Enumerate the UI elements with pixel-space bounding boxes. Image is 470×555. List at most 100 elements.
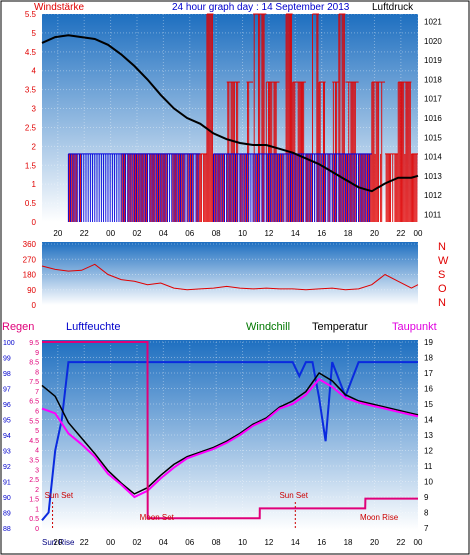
rain-tick-label: 3.5: [29, 457, 39, 464]
direction-tick-label: 360: [23, 240, 37, 249]
pressure-tick-label: 1011: [424, 210, 442, 219]
temperature-tick-label: 16: [424, 385, 433, 394]
x-tick-label: 16: [317, 229, 326, 238]
humidity-tick-label: 93: [3, 449, 11, 456]
wind-tick-label: 3.5: [25, 86, 37, 95]
rain-tick-label: 5.5: [29, 418, 39, 425]
humidity-tick-label: 96: [3, 402, 11, 409]
x-tick-label: 22: [396, 229, 405, 238]
x-tick-label: 04: [159, 538, 168, 547]
direction-tick-label: 180: [23, 271, 37, 280]
direction-tick-label: 90: [27, 286, 36, 295]
temperature-tick-label: 11: [424, 462, 433, 471]
sun-moon-annotations: Sun Set Moon Set Moon Rise Sun Set: [45, 491, 399, 528]
rain-tick-label: 4: [35, 448, 39, 455]
wind-tick-label: 4: [32, 67, 37, 76]
luftfeuchte-line: [41, 361, 418, 521]
temperature-tick-label: 9: [424, 493, 429, 502]
temperature-tick-label: 14: [424, 416, 433, 425]
wind-tick-label: 1: [32, 180, 37, 189]
compass-label: S: [438, 269, 445, 281]
x-tick-label: 10: [238, 538, 247, 547]
humidity-tick-label: 88: [3, 526, 11, 533]
wind-direction-panel: [42, 242, 418, 305]
rain-tick-label: 6: [35, 409, 39, 416]
x-tick-label: 18: [344, 229, 353, 238]
x-tick-label: 22: [396, 538, 405, 547]
wind-direction-axis-ticks: 360 270 180 90 0: [23, 240, 37, 310]
x-tick-label: 22: [80, 229, 89, 238]
rain-tick-label: 5: [35, 428, 39, 435]
pressure-tick-label: 1013: [424, 172, 442, 181]
temperature-tick-label: 7: [424, 524, 429, 533]
rain-tick-label: 2.5: [29, 477, 39, 484]
x-tick-label: 12: [264, 538, 273, 547]
humidity-axis-ticks: 100 99 98 97 96 95 94 93 92 91 90 89 88: [3, 340, 15, 533]
dewpoint-legend: Taupunkt: [392, 321, 437, 333]
x-tick-label: 16: [317, 538, 326, 547]
pressure-series: [41, 34, 419, 193]
pressure-line: [41, 34, 419, 193]
temperature-tick-label: 12: [424, 447, 433, 456]
annotation-label: Moon Rise: [360, 513, 399, 522]
rain-tick-label: 2: [35, 487, 39, 494]
temperature-tick-label: 8: [424, 509, 429, 518]
rain-tick-label: 0: [35, 526, 39, 533]
wind-tick-label: 0: [32, 218, 37, 227]
humidity-tick-label: 100: [3, 340, 15, 347]
wind-pressure-x-ticks: 20 22 00 02 04 06 08 10 12 14 16 18 20 22 00: [53, 229, 423, 238]
x-tick-label: 06: [185, 229, 194, 238]
temperature-humidity-series: [41, 341, 419, 521]
rain-tick-label: 9: [35, 350, 39, 357]
pressure-tick-label: 1016: [424, 114, 442, 123]
rain-tick-label: 6.5: [29, 399, 39, 406]
rain-axis-ticks: 9.5 9 8.5 8 7.5 7 6.5 6 5.5 5 4.5 4 3.5 3 2.5 2 1.5 1 0.5 0: [29, 340, 39, 533]
humidity-tick-label: 99: [3, 356, 11, 363]
wind-tick-label: 3: [32, 105, 37, 114]
temperatur-line: [41, 372, 419, 495]
rain-tick-label: 1.5: [29, 497, 39, 504]
temperature-tick-label: 13: [424, 431, 433, 440]
x-tick-label: Sun Rise: [42, 538, 75, 547]
pressure-tick-label: 1019: [424, 56, 442, 65]
pressure-tick-label: 1018: [424, 75, 442, 84]
rain-tick-label: 7: [35, 389, 39, 396]
direction-tick-label: 0: [32, 301, 37, 310]
rain-tick-label: 1: [35, 506, 39, 513]
humidity-tick-label: 97: [3, 387, 11, 394]
pressure-tick-label: 1014: [424, 153, 442, 162]
x-tick-label: 14: [291, 229, 300, 238]
rain-tick-label: 7.5: [29, 379, 39, 386]
pressure-tick-label: 1015: [424, 133, 442, 142]
wind-tick-label: 2: [32, 142, 37, 151]
pressure-axis-ticks: 1021 1020 1019 1018 1017 1016 1015 1014 1013 1012…: [424, 18, 442, 220]
temperature-humidity-panel: [42, 340, 418, 530]
windchill-legend: Windchill: [246, 321, 290, 333]
annotation-label: Sun Set: [45, 491, 74, 500]
x-tick-label: 04: [159, 229, 168, 238]
regen-line: [42, 341, 418, 520]
x-tick-label: 20: [370, 538, 379, 547]
taupunkt-line: [41, 377, 419, 499]
x-tick-label: 08: [212, 538, 221, 547]
x-tick-label: 06: [185, 538, 194, 547]
wind-direction-series: [41, 263, 419, 291]
x-tick-label: 08: [212, 229, 221, 238]
x-tick-label: 14: [291, 538, 300, 547]
temperature-tick-label: 10: [424, 478, 433, 487]
wind-tick-label: 1.5: [25, 161, 37, 170]
pressure-tick-label: 1012: [424, 191, 442, 200]
rain-tick-label: 8: [35, 369, 39, 376]
wind-axis-ticks: 5.5 5 4.5 4 3.5 3 2.5 2 1.5 1 0.5 0: [25, 10, 37, 227]
temperature-tick-label: 19: [424, 338, 433, 347]
humidity-tick-label: 89: [3, 511, 11, 518]
x-tick-label: 18: [344, 538, 353, 547]
temperature-axis-ticks: 19 18 17 16 15 14 13 12 11 10 9 8 7: [424, 338, 433, 533]
x-tick-label: 00: [414, 538, 423, 547]
compass-label: N: [438, 297, 446, 309]
temperature-tick-label: 18: [424, 354, 433, 363]
rain-tick-label: 9.5: [29, 340, 39, 347]
humidity-tick-label: 94: [3, 433, 11, 440]
